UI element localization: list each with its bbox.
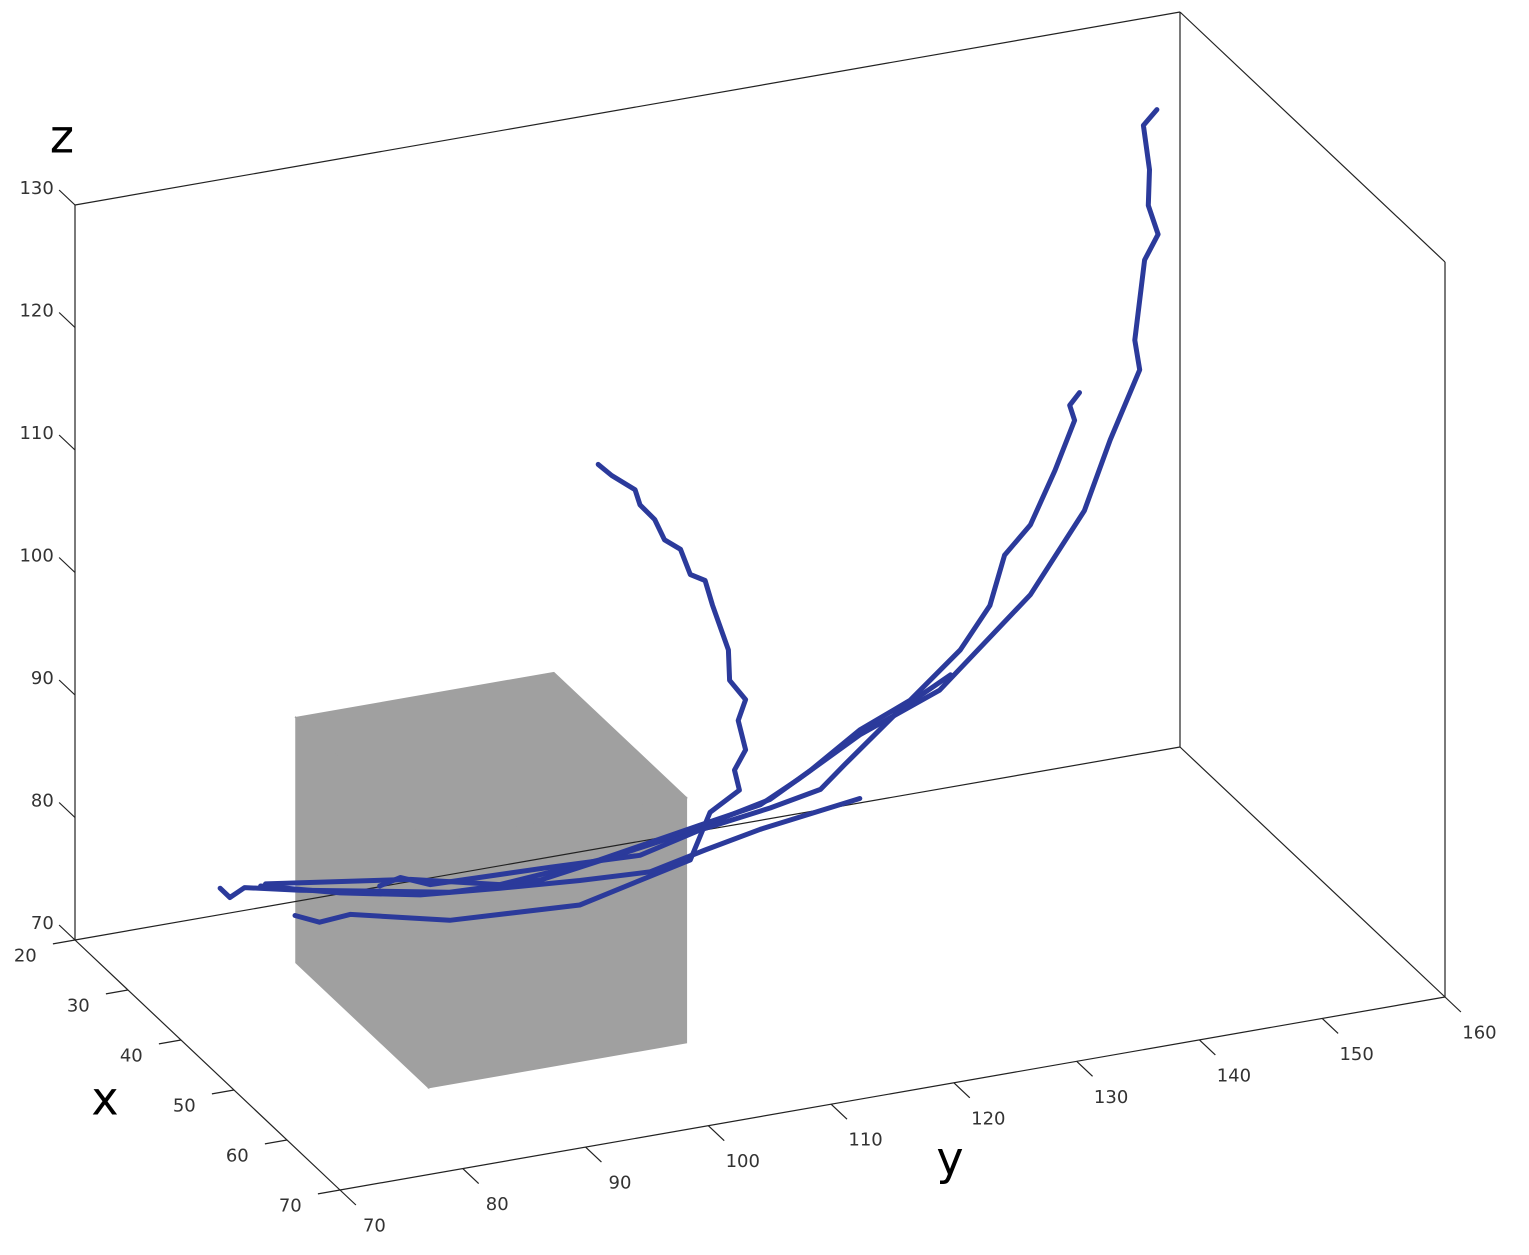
axis-edge — [1179, 11, 1446, 263]
axis-edge — [339, 996, 1446, 1191]
trajectory — [292, 461, 749, 925]
y-tick — [830, 1103, 848, 1120]
axis-edge — [1179, 746, 1446, 998]
y-tick — [707, 1125, 725, 1142]
x-tick-label: 60 — [226, 1146, 249, 1167]
x-tick — [264, 1139, 288, 1145]
z-tick — [58, 557, 76, 573]
y-tick — [953, 1082, 971, 1099]
y-tick — [585, 1146, 602, 1163]
x-tick-label: 20 — [14, 946, 37, 967]
z-tick — [58, 679, 76, 696]
y-tick — [339, 1189, 357, 1206]
trajectory — [263, 107, 1161, 888]
z-tick — [58, 924, 76, 941]
y-tick-label: 110 — [848, 1130, 882, 1151]
x-axis-label: x — [91, 1072, 118, 1126]
z-tick — [58, 434, 76, 451]
y-tick-label: 70 — [363, 1216, 386, 1237]
y-tick-label: 80 — [486, 1194, 509, 1215]
z-tick — [58, 312, 76, 328]
z-tick-label: 130 — [19, 178, 53, 199]
z-tick-label: 90 — [31, 668, 54, 689]
x-tick — [158, 1039, 182, 1045]
y-tick-label: 160 — [1462, 1023, 1496, 1044]
x-tick — [105, 989, 129, 995]
x-tick-label: 30 — [67, 996, 90, 1017]
axis-edge — [74, 939, 341, 1191]
y-tick — [1199, 1039, 1216, 1056]
x-tick-label: 40 — [120, 1046, 143, 1067]
axis-edge — [74, 11, 1181, 206]
y-tick-label: 140 — [1217, 1065, 1251, 1086]
z-tick — [58, 189, 76, 206]
z-tick-label: 120 — [19, 301, 53, 322]
y-tick-label: 150 — [1339, 1044, 1373, 1065]
z-tick-label: 100 — [19, 546, 53, 567]
z-tick-label: 80 — [31, 791, 54, 812]
y-tick-label: 130 — [1094, 1087, 1128, 1108]
y-tick — [1321, 1018, 1339, 1034]
y-tick-label: 100 — [726, 1151, 760, 1172]
x-tick — [211, 1089, 235, 1095]
z-axis-label: z — [50, 110, 74, 164]
x-tick-label: 50 — [173, 1096, 196, 1117]
y-tick — [1444, 996, 1462, 1013]
z-tick-label: 70 — [31, 913, 54, 934]
y-tick — [462, 1168, 480, 1184]
x-tick — [317, 1189, 341, 1195]
z-tick — [58, 802, 76, 818]
trajectory — [258, 796, 863, 898]
y-tick — [1076, 1060, 1093, 1077]
x-tick-label: 70 — [279, 1196, 302, 1217]
z-tick-label: 110 — [19, 423, 53, 444]
trajectory — [377, 672, 954, 889]
y-axis-label: y — [936, 1132, 963, 1186]
y-tick-label: 90 — [609, 1173, 632, 1194]
y-tick-label: 120 — [971, 1108, 1005, 1129]
axis-edge — [74, 746, 1181, 941]
x-tick — [52, 939, 76, 945]
